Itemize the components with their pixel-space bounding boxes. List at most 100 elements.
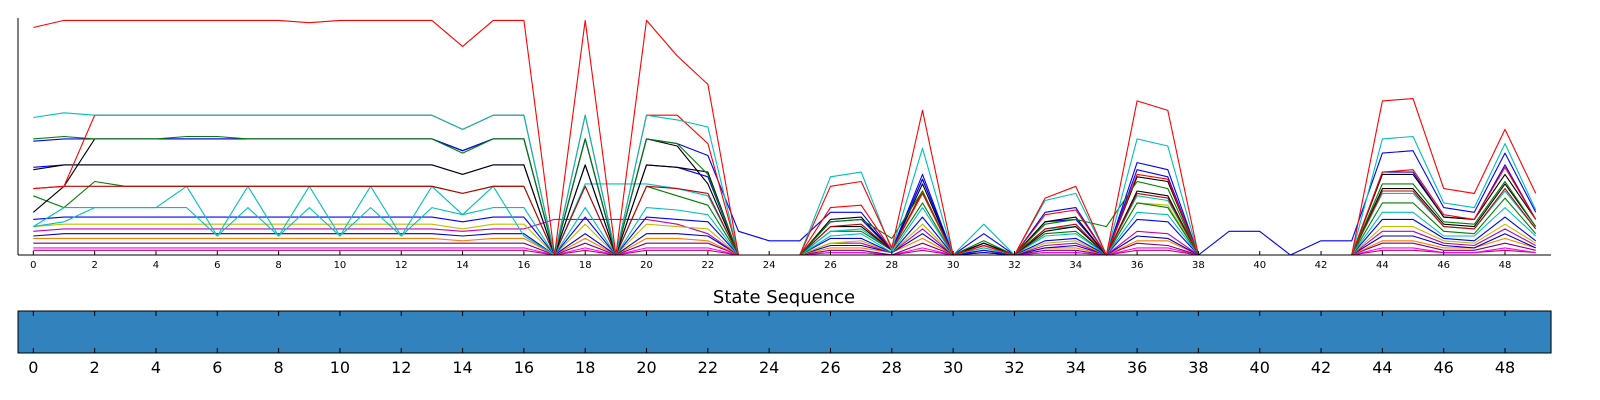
x-tick-label: 10 — [334, 260, 347, 271]
x-tick-label: 48 — [1495, 358, 1515, 377]
line-chart: 0 2 4 6 8 10 12 14 16 18 20 22 24 26 28 30 32 34 36 38 40 42 4… — [17, 18, 1551, 271]
state-cell — [18, 311, 50, 353]
x-tick-label: 30 — [947, 260, 960, 271]
series-line — [33, 242, 1536, 256]
series-line — [33, 164, 1537, 256]
x-tick-label: 36 — [1127, 358, 1147, 377]
state-cell — [968, 311, 1000, 353]
x-tick-label: 28 — [882, 358, 902, 377]
state-cell — [723, 311, 755, 353]
state-cell — [1091, 311, 1123, 353]
state-cell — [1275, 311, 1307, 353]
x-tick-label: 40 — [1250, 358, 1270, 377]
x-tick-label: 42 — [1315, 260, 1328, 271]
state-cell — [293, 311, 326, 353]
state-cell — [661, 311, 694, 353]
x-tick-label: 20 — [640, 260, 653, 271]
x-tick-label: 6 — [212, 358, 222, 377]
state-cell — [355, 311, 387, 353]
state-sequence-frame — [17, 310, 1552, 354]
series-line — [33, 164, 1537, 256]
series-line — [33, 135, 1537, 256]
x-tick-label: 4 — [153, 260, 159, 271]
state-cell — [263, 311, 295, 353]
x-tick-label: 0 — [30, 260, 36, 271]
state-cell — [539, 311, 571, 353]
x-tick-label: 2 — [91, 260, 97, 271]
x-tick-label: 16 — [514, 358, 534, 377]
state-cell — [508, 311, 540, 353]
state-cell — [1459, 311, 1491, 353]
state-cell — [48, 311, 80, 353]
x-axis-ticks: 0 2 4 6 8 10 12 14 16 18 20 22 24 26 28 30 32 34 36 38 40 42 4… — [28, 311, 1515, 377]
state-cell — [600, 311, 632, 353]
series-line — [32, 138, 1537, 256]
state-cell — [631, 311, 663, 353]
state-cell — [569, 311, 602, 353]
state-cell — [999, 311, 1031, 353]
state-cell — [753, 311, 786, 353]
x-axis-ticks: 0 2 4 6 8 10 12 14 16 18 20 22 24 26 28 30 32 34 36 38 40 42 4… — [30, 251, 1511, 271]
x-tick-label: 44 — [1376, 260, 1389, 271]
x-tick-label: 24 — [763, 260, 776, 271]
state-cell — [815, 311, 847, 353]
state-cell — [1121, 311, 1154, 353]
state-cell — [140, 311, 172, 353]
state-cell — [1489, 311, 1521, 353]
x-tick-label: 34 — [1066, 358, 1086, 377]
state-cell — [1428, 311, 1460, 353]
x-tick-label: 14 — [456, 260, 469, 271]
state-cell — [171, 311, 203, 353]
x-tick-label: 46 — [1437, 260, 1450, 271]
x-tick-label: 46 — [1434, 358, 1454, 377]
x-tick-label: 28 — [885, 260, 898, 271]
state-cell — [1213, 311, 1245, 353]
state-cell — [1367, 311, 1399, 353]
x-tick-label: 12 — [395, 260, 408, 271]
x-tick-label: 32 — [1008, 260, 1021, 271]
state-cell — [1183, 311, 1215, 353]
x-tick-label: 8 — [275, 260, 281, 271]
state-cell — [324, 311, 356, 353]
state-cell — [784, 311, 816, 353]
series-line — [33, 233, 1536, 256]
state-cell — [1305, 311, 1337, 353]
series-line — [33, 247, 1536, 256]
x-tick-label: 32 — [1004, 358, 1024, 377]
x-tick-label: 20 — [636, 358, 656, 377]
x-tick-label: 4 — [151, 358, 161, 377]
x-tick-label: 26 — [824, 260, 837, 271]
x-tick-label: 38 — [1192, 260, 1205, 271]
state-cells — [18, 311, 1552, 353]
series-line — [33, 216, 1537, 256]
x-tick-label: 6 — [214, 260, 220, 271]
x-tick-label: 48 — [1499, 260, 1512, 271]
x-tick-label: 24 — [759, 358, 779, 377]
x-tick-label: 30 — [943, 358, 963, 377]
state-cell — [1029, 311, 1062, 353]
state-cell — [876, 311, 908, 353]
state-cell — [79, 311, 111, 353]
chart-title: State Sequence — [713, 287, 855, 308]
state-sequence-chart: State Sequence 0 2 4 6 8 10 12 14 16 18 20 22 24 26 28… — [17, 287, 1552, 377]
series-line — [33, 19, 1537, 256]
x-tick-label: 22 — [701, 260, 714, 271]
state-cell — [1152, 311, 1184, 353]
x-tick-label: 44 — [1372, 358, 1392, 377]
x-tick-label: 34 — [1069, 260, 1082, 271]
series-line — [33, 249, 1536, 256]
x-tick-label: 2 — [90, 358, 100, 377]
state-cell — [692, 311, 724, 353]
state-cell — [477, 311, 510, 353]
x-tick-label: 0 — [28, 358, 38, 377]
state-cell — [1060, 311, 1092, 353]
state-cell — [907, 311, 939, 353]
state-cell — [385, 311, 418, 353]
x-tick-label: 22 — [698, 358, 718, 377]
line-series-group — [32, 19, 1537, 256]
x-tick-label: 40 — [1253, 260, 1266, 271]
state-cell — [232, 311, 264, 353]
series-line — [33, 185, 1537, 256]
x-tick-label: 26 — [820, 358, 840, 377]
